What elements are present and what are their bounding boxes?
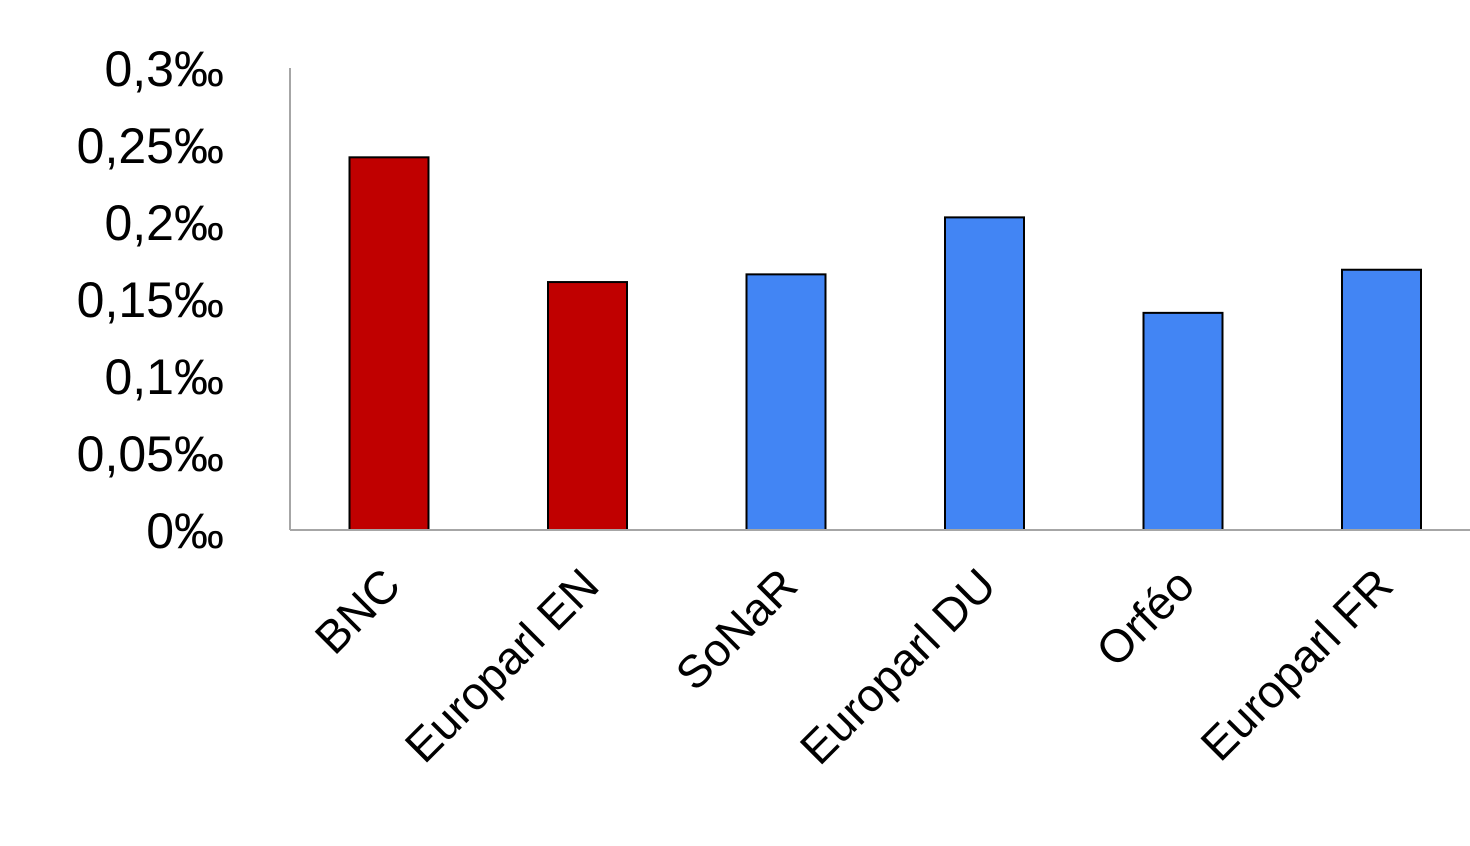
- bar-europarl-fr: [1341, 268, 1422, 531]
- y-tick-label: 0,05‰: [77, 426, 224, 482]
- y-tick-label: 0,25‰: [77, 118, 224, 174]
- y-tick-label: 0,1‰: [104, 349, 224, 405]
- x-tick-label: Orféo: [1086, 558, 1204, 676]
- y-tick-label: 0,3‰: [104, 41, 224, 97]
- bars: [348, 156, 1422, 531]
- x-tick-label: Europarl FR: [1190, 558, 1402, 770]
- y-tick-label: 0,15‰: [77, 272, 224, 328]
- y-tick-label: 0‰: [146, 503, 224, 559]
- y-axis: 0‰ 0,05‰ 0,1‰ 0,15‰ 0,2‰ 0,25‰ 0,3‰: [77, 41, 291, 559]
- bar-sonar: [745, 273, 827, 531]
- bar-bnc: [348, 156, 430, 531]
- bar-europarl-du: [944, 216, 1025, 531]
- bar-orf-o: [1142, 311, 1224, 531]
- x-tick-label: Europarl EN: [395, 558, 609, 772]
- x-tick-label: BNC: [305, 558, 410, 663]
- bar-europarl-en: [547, 281, 628, 531]
- x-tick-label: SoNaR: [665, 558, 807, 700]
- x-tick-label: Europarl DU: [790, 558, 1006, 774]
- y-tick-label: 0,2‰: [104, 195, 224, 251]
